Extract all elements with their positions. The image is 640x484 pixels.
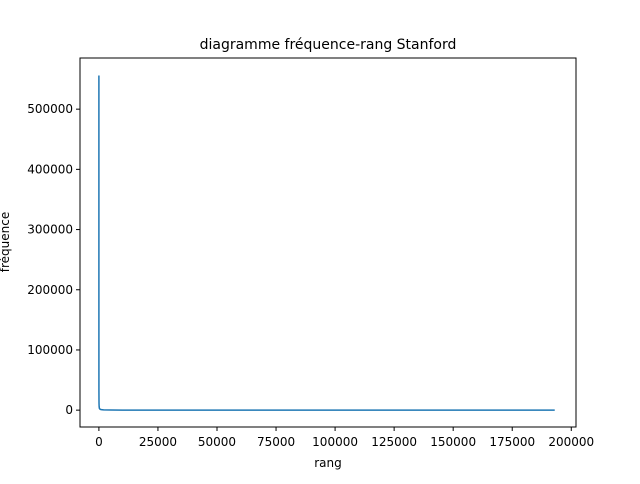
y-tick-label: 0 (65, 403, 73, 417)
x-tick-label: 200000 (548, 435, 594, 449)
x-tick-label: 175000 (489, 435, 535, 449)
chart-title: diagramme fréquence-rang Stanford (200, 37, 457, 53)
x-tick-label: 50000 (198, 435, 236, 449)
ticks-layer: 0 25000 50000 75000 100000 125000 150000 175000… (27, 102, 594, 449)
x-tick-label: 150000 (430, 435, 476, 449)
y-tick-label: 200000 (27, 283, 73, 297)
x-tick-label: 0 (95, 435, 103, 449)
y-tick-label: 400000 (27, 162, 73, 176)
x-tick-label: 125000 (371, 435, 417, 449)
y-tick-label: 100000 (27, 343, 73, 357)
plot-layer (98, 75, 555, 411)
y-tick-label: 500000 (27, 102, 73, 116)
y-axis-label: fréquence (0, 212, 12, 272)
x-tick-label: 100000 (312, 435, 358, 449)
y-tick-label: 300000 (27, 223, 73, 237)
x-tick-label: 75000 (257, 435, 295, 449)
plot-frame (79, 57, 577, 428)
x-tick-label: 25000 (139, 435, 177, 449)
series-line (98, 75, 555, 411)
x-axis-label: rang (314, 456, 342, 470)
